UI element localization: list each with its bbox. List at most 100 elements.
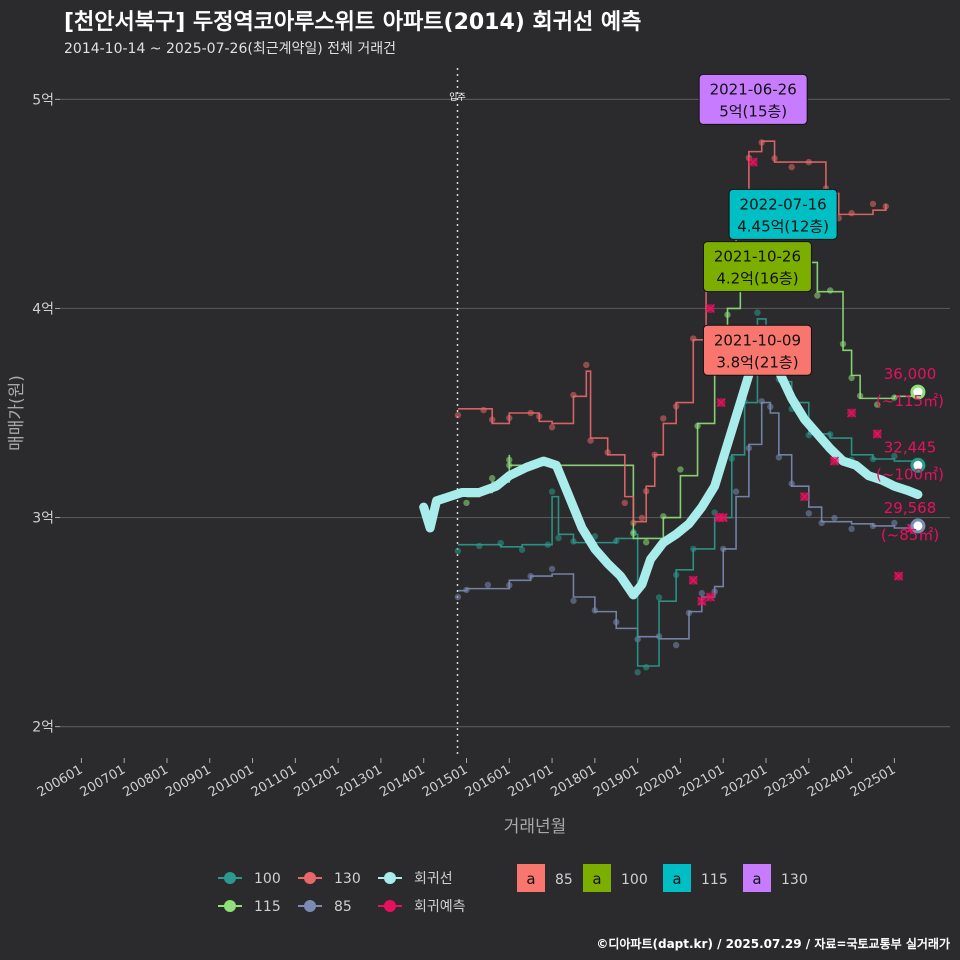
legend-label: 회귀선 [414,871,453,887]
end-point-marker [910,518,926,534]
callout-date: 2022-07-16 [740,195,827,213]
x-tick-label: 202501 [848,762,898,800]
legend-dot-key [224,872,236,884]
scatter-point [660,415,667,422]
chart-subtitle: 2014-10-14 ~ 2025-07-26(최근계약일) 전체 거래건 [64,41,396,57]
scatter-point [848,525,855,533]
x-tick-label: 202101 [677,762,727,800]
scatter-point [638,514,646,522]
end-point-marker [910,384,926,400]
scatter-point [548,565,556,573]
callout-date: 2021-10-26 [714,248,801,266]
legend-box-label: 85 [555,872,573,888]
callout-date: 2021-06-26 [710,80,797,98]
x-tick-label: 201101 [249,762,299,800]
forecast-cross [799,492,810,502]
x-tick-label: 201301 [334,762,384,800]
y-tick-label: 4억 [32,301,54,317]
scatter-point [570,597,577,604]
scatter-point [548,424,556,431]
x-tick-label: 200901 [163,762,213,800]
legend-dot-key [304,900,316,912]
scatter-point [454,411,462,419]
forecast-cross [716,398,726,408]
scatter-point [454,593,462,601]
x-tick-label: 202301 [762,762,812,800]
end-area-label: (~85㎡) [881,526,939,544]
scatter-point [655,594,663,601]
callout-box [728,188,838,240]
move-in-label: 입주 [449,91,466,103]
legend-box-key [583,864,611,892]
legend-dot-key [304,872,316,884]
callout-box [698,73,808,125]
scatter-point [874,401,881,408]
forecast-cross [748,157,758,167]
end-price-label: 29,568 [884,499,937,517]
end-area-label: (~100㎡) [876,465,944,483]
x-tick-label: 201401 [377,762,427,800]
scatter-point [891,452,898,460]
forecast-cross [688,575,698,585]
legend-box-label: 100 [621,872,648,888]
y-tick-label: 2억 [32,720,54,736]
source-credit: ©디아파트(dapt.kr) / 2025.07.29 / 자료=국토교통부 실… [596,937,950,951]
scatter-point [518,546,526,553]
x-tick-label: 201901 [591,762,641,800]
chart-title: [천안서북구] 두정역코아루스위트 아파트(2014) 회귀선 예측 [64,10,642,35]
legend-label: 130 [334,871,361,887]
series-line [457,318,919,667]
legend-label: 회귀예측 [414,899,466,915]
scatter-point [643,539,650,546]
legend-dot-key [224,900,236,912]
end-point-marker [910,457,926,473]
scatter-point [814,292,821,299]
scatter-point [454,547,462,555]
callout-box [702,241,812,293]
x-tick-label: 202401 [805,762,855,800]
x-tick-label: 201701 [506,762,556,800]
scatter-point [484,581,492,589]
scatter-point [848,374,855,382]
scatter-point [754,309,761,316]
scatter-point [677,466,684,473]
x-tick-label: 200601 [35,762,85,800]
legend-dot-key [384,872,396,884]
x-tick-label: 200801 [120,762,170,800]
series-line [457,401,919,640]
callout-value: 3.8억(21층) [716,353,798,371]
scatter-point [643,664,650,671]
scatter-point [634,669,641,676]
y-tick-label: 5억 [32,92,54,108]
scatter-point [891,519,898,527]
forecast-cross [705,592,715,602]
legend-box-label: 115 [701,872,728,888]
end-price-label: 36,000 [884,365,937,383]
forecast-cross [872,429,882,439]
scatter-point [775,454,783,461]
scatter-point [788,163,795,171]
legend-box-glyph: a [592,870,601,888]
legend-box-glyph: a [752,870,761,888]
x-tick-label: 201501 [420,762,470,800]
legend-label: 85 [334,899,352,915]
legend-dot-key [384,900,396,912]
forecast-cross [718,513,728,523]
scatter-point [848,209,855,217]
scatter-point [826,287,834,294]
legend-box-key [517,864,545,892]
legend-box-key [743,864,771,892]
end-price-label: 32,445 [884,438,937,456]
forecast-cross [847,408,857,418]
legend-box-glyph: a [672,870,681,888]
scatter-point [805,510,812,517]
scatter-point [548,488,556,495]
legend-box-key [663,864,691,892]
scatter-point [672,641,680,649]
forecast-cross [894,571,904,581]
x-tick-label: 200701 [78,762,128,800]
series-line [466,261,919,540]
callout-value: 4.45억(12층) [737,217,829,235]
legend-label: 115 [254,899,281,915]
scatter-point [831,514,838,522]
